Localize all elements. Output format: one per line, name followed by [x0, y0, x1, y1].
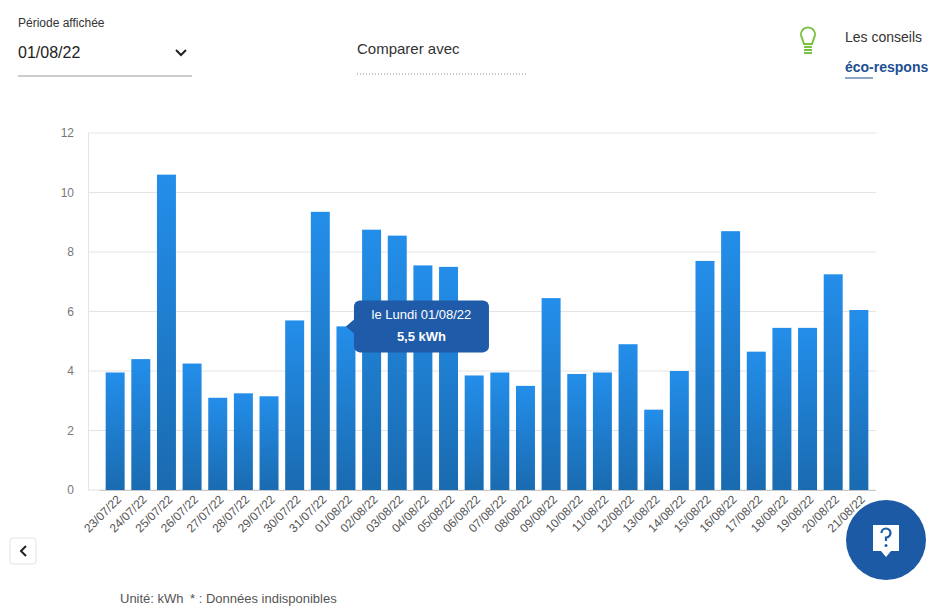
bulb-base-2 — [804, 52, 812, 54]
bar[interactable] — [413, 265, 432, 490]
y-tick: 8 — [67, 245, 88, 259]
bar[interactable] — [849, 310, 868, 490]
y-tick: 2 — [67, 424, 88, 438]
tips-link[interactable]: éco-responsables — [845, 59, 928, 75]
bar[interactable] — [619, 344, 638, 490]
y-axis: 0 2 4 6 8 10 12 — [61, 126, 89, 497]
bar[interactable] — [234, 393, 253, 490]
page: Période affichée 01/08/22 Comparer avec Les… — [0, 0, 928, 615]
bar[interactable] — [157, 175, 176, 490]
y-tick: 10 — [61, 186, 88, 200]
bar[interactable] — [798, 328, 817, 490]
dropdown-chevron[interactable] — [176, 50, 186, 55]
bar[interactable] — [285, 320, 304, 490]
tooltip-box — [354, 300, 489, 352]
tooltip-value: 5,5 kWh — [397, 329, 446, 344]
y-tick-label: 12 — [61, 126, 75, 140]
y-tick-label: 8 — [67, 245, 74, 259]
help-circle[interactable] — [846, 500, 926, 580]
bar[interactable] — [542, 298, 561, 490]
bar[interactable] — [465, 375, 484, 490]
y-tick: 12 — [61, 126, 88, 140]
chart-svg: Période affichée 01/08/22 Comparer avec Les… — [0, 0, 928, 615]
bar[interactable] — [670, 371, 689, 490]
bar[interactable] — [260, 396, 279, 490]
bulb-base-0 — [804, 46, 812, 48]
grid-line — [88, 133, 876, 134]
background — [0, 0, 928, 615]
bar[interactable] — [490, 372, 509, 490]
compare-underline — [357, 74, 527, 75]
tips-link-underline — [845, 78, 873, 79]
bar[interactable] — [183, 364, 202, 490]
grid — [88, 133, 876, 490]
bar[interactable] — [695, 261, 714, 490]
unit-note: Unité: kWh — [120, 591, 184, 606]
bar[interactable] — [593, 372, 612, 490]
tooltip: le Lundi 01/08/22 5,5 kWh — [346, 300, 489, 352]
x-axis-line — [100, 490, 876, 491]
bulb-glass — [801, 27, 815, 44]
grid-line — [88, 192, 876, 193]
bulb-icon — [801, 27, 815, 53]
bar[interactable] — [439, 267, 458, 490]
tooltip-pointer — [346, 319, 354, 333]
bars — [106, 175, 869, 490]
y-tick: 0 — [67, 483, 88, 497]
bar[interactable] — [388, 236, 407, 490]
header: Période affichée 01/08/22 Comparer avec Les… — [18, 16, 928, 78]
help-mark-dot[interactable] — [885, 544, 888, 547]
y-axis-line — [88, 134, 89, 491]
y-tick: 6 — [67, 305, 88, 319]
grid-line — [88, 252, 876, 253]
bulb-base-1 — [804, 49, 812, 51]
period-value[interactable]: 01/08/22 — [18, 44, 80, 61]
bar[interactable] — [362, 230, 381, 490]
help-bubble[interactable] — [873, 525, 899, 557]
help-mark[interactable] — [882, 529, 891, 542]
bar[interactable] — [336, 326, 355, 490]
x-axis: 23/07/2224/07/2225/07/2226/07/2227/07/22… — [81, 490, 875, 535]
y-tick-label: 10 — [61, 186, 75, 200]
help-button[interactable] — [846, 500, 926, 580]
dropdown-underline — [18, 76, 192, 77]
bar[interactable] — [516, 386, 535, 490]
y-tick-label: 2 — [67, 424, 74, 438]
y-tick: 4 — [67, 364, 88, 378]
bar[interactable] — [824, 274, 843, 490]
previous-button[interactable] — [10, 538, 36, 564]
y-tick-label: 0 — [67, 483, 74, 497]
missing-data-note: * : Données indisponibles — [190, 591, 337, 606]
bar[interactable] — [644, 410, 663, 490]
previous-button-arrow[interactable] — [21, 546, 26, 556]
tooltip-title: le Lundi 01/08/22 — [372, 307, 472, 322]
bar[interactable] — [106, 372, 125, 490]
y-tick-label: 4 — [67, 364, 74, 378]
previous-button-box[interactable] — [10, 538, 36, 564]
y-tick-label: 6 — [67, 305, 74, 319]
tips-title: Les conseils — [845, 29, 922, 45]
bar[interactable] — [131, 359, 150, 490]
bar[interactable] — [721, 231, 740, 490]
period-label: Période affichée — [18, 16, 105, 30]
compare-label[interactable]: Comparer avec — [357, 40, 460, 57]
bar[interactable] — [208, 398, 227, 490]
bar[interactable] — [747, 352, 766, 490]
bar[interactable] — [311, 212, 330, 490]
bar[interactable] — [567, 374, 586, 490]
bar[interactable] — [772, 328, 791, 490]
